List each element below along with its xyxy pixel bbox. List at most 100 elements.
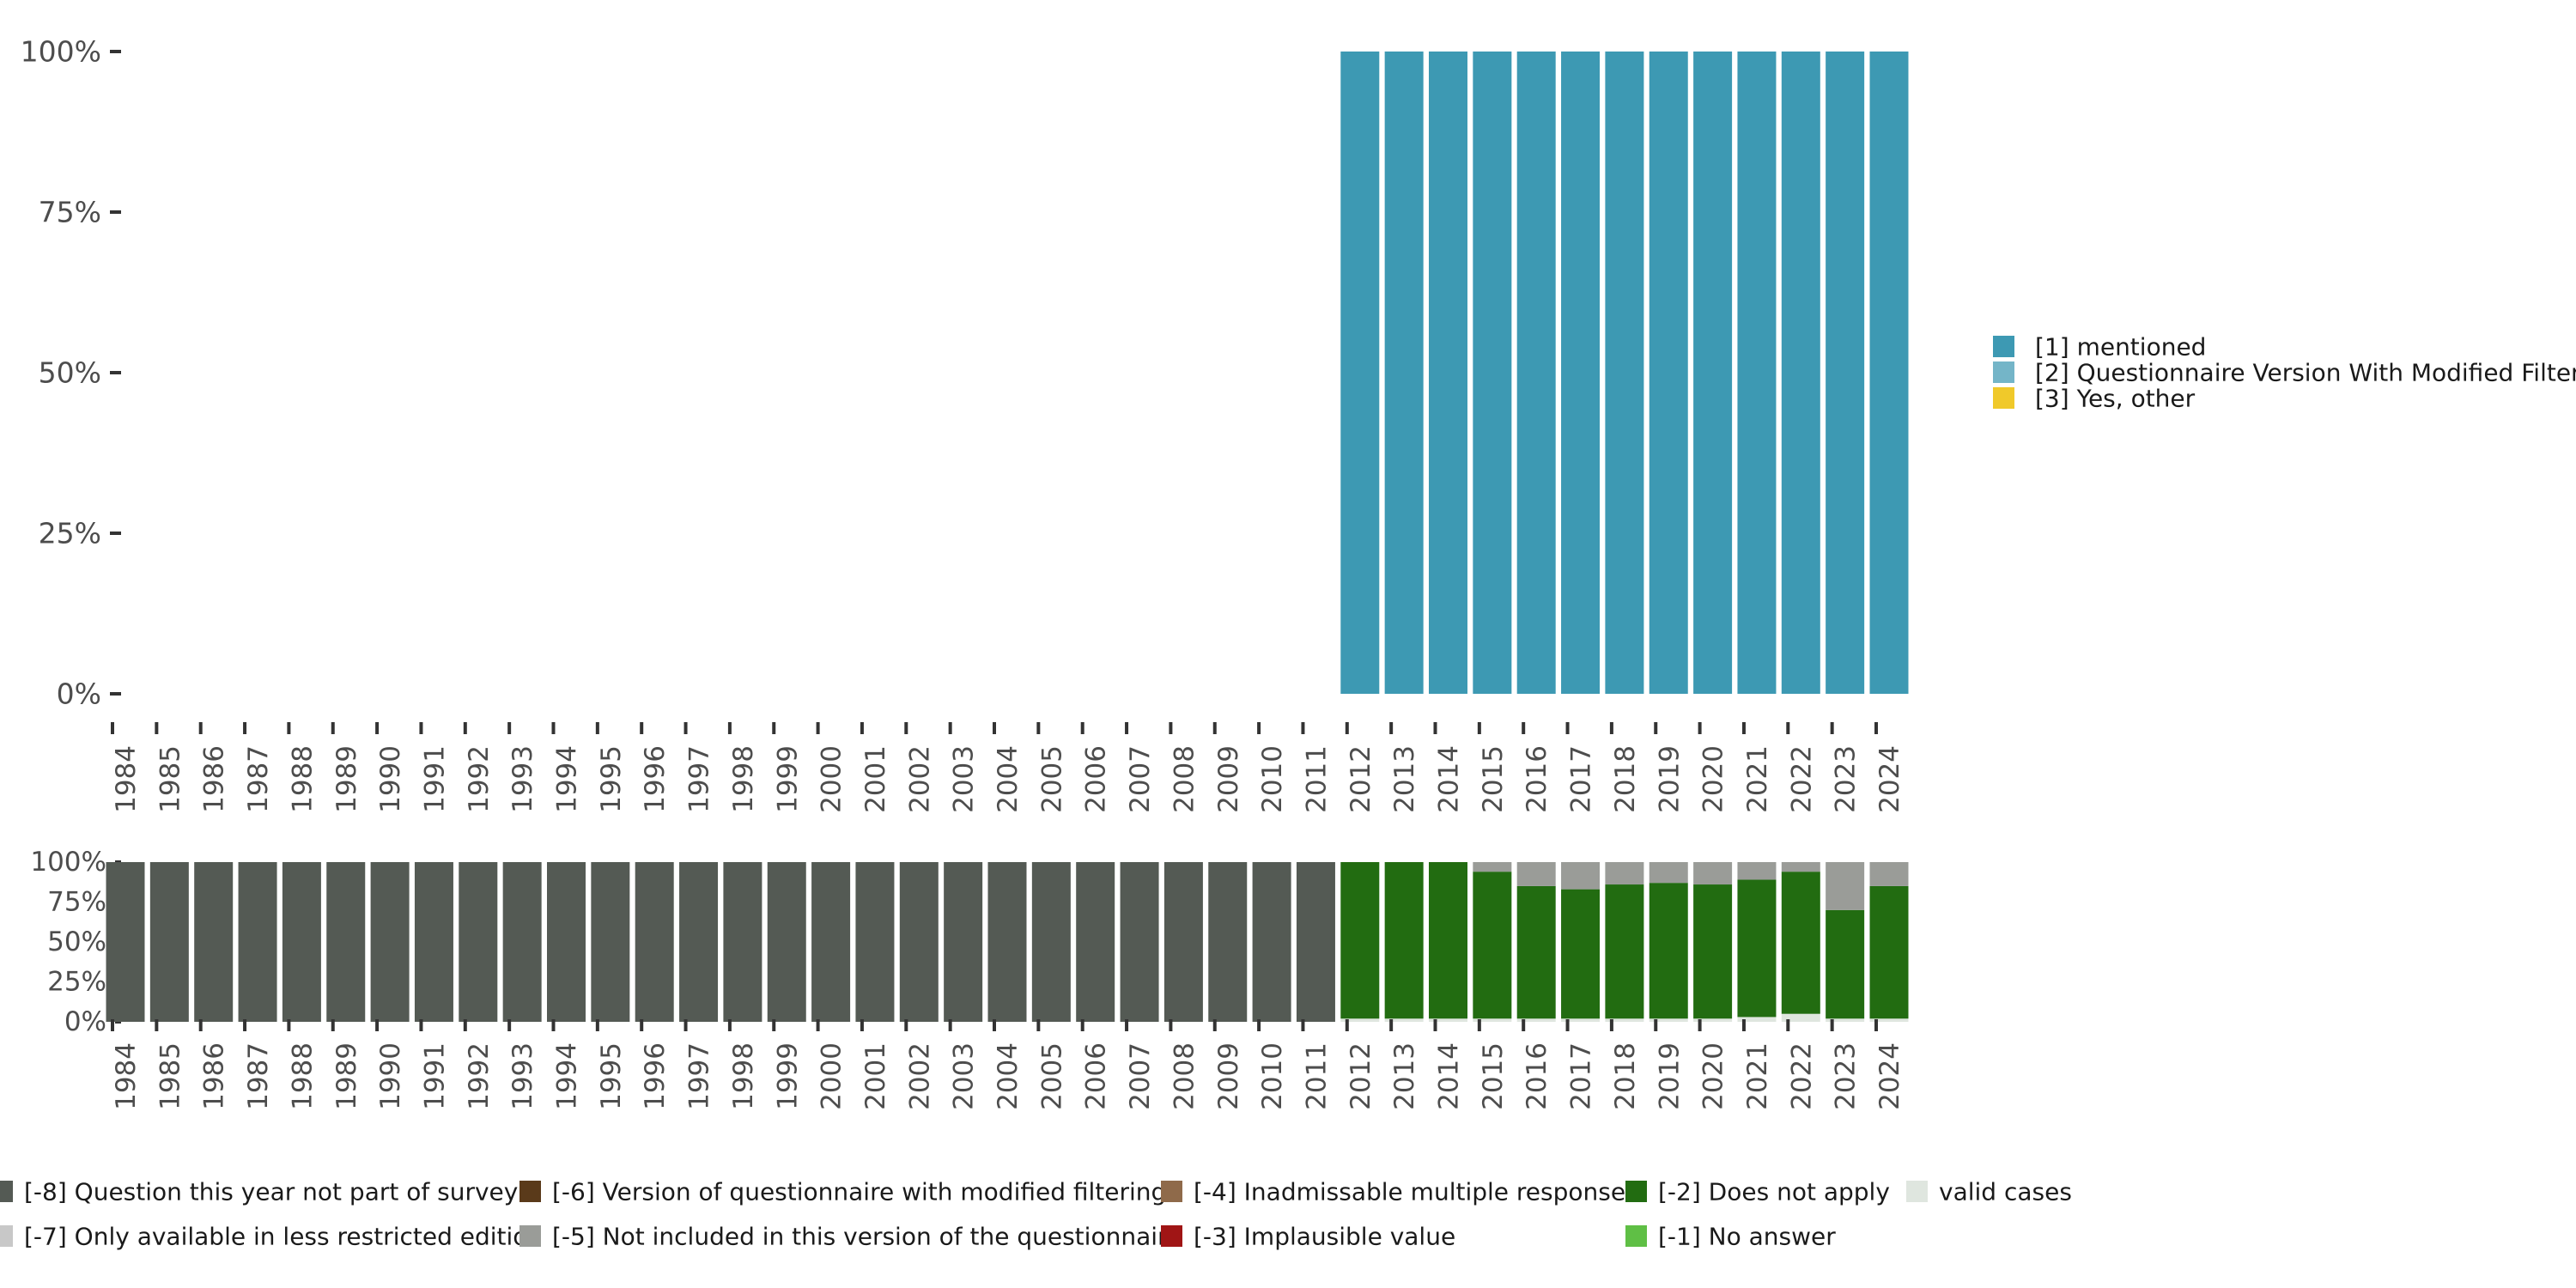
x-tick-label-p0: 2001 <box>860 745 891 813</box>
legend-label-bottom-1-0: [-7] Only available in less restricted e… <box>24 1223 543 1251</box>
x-tick-label-p1: 1999 <box>772 1042 803 1110</box>
bar-p1-2023 <box>1826 909 1865 1019</box>
x-tick-label-p1: 1984 <box>111 1042 142 1110</box>
bar-p0-2012 <box>1340 52 1380 694</box>
x-tick-label-p1: 2012 <box>1346 1042 1376 1110</box>
x-tick-label-p0: 1996 <box>640 745 671 813</box>
bar-p1-1993 <box>502 862 542 1022</box>
x-tick-label-p0: 2018 <box>1610 745 1641 813</box>
x-tick-label-p0: 1998 <box>728 745 759 813</box>
bar-p1-2022 <box>1781 862 1820 872</box>
bar-p1-2014 <box>1429 1018 1467 1022</box>
x-tick-label-p0: 1986 <box>199 745 230 813</box>
x-tick-label-p1: 1994 <box>552 1042 583 1110</box>
bar-p0-2018 <box>1605 52 1644 694</box>
x-tick-label-p0: 2014 <box>1434 745 1465 813</box>
x-tick-label-p0: 2015 <box>1478 745 1509 813</box>
y-tick-label-p1: 100% <box>30 847 106 878</box>
legend-swatch-bottom-0-2 <box>1161 1181 1182 1202</box>
x-tick-label-p0: 1985 <box>155 745 185 813</box>
x-tick-label-p0: 2022 <box>1786 745 1817 813</box>
x-tick-label-p1: 1995 <box>596 1042 627 1110</box>
bar-p1-2024 <box>1869 885 1909 1019</box>
bar-p1-2005 <box>1031 862 1071 1022</box>
x-tick-label-p0: 1995 <box>596 745 627 813</box>
legend-label-top-1: [2] Questionnaire Version With Modified … <box>2035 359 2576 387</box>
bar-p1-2019 <box>1649 1018 1688 1022</box>
legend-label-bottom-0-3: [-2] Does not apply <box>1658 1178 1890 1206</box>
x-tick-label-p0: 1988 <box>287 745 318 813</box>
x-tick-label-p0: 2003 <box>949 745 980 813</box>
bar-p1-2003 <box>944 862 983 1022</box>
bar-p1-1990 <box>370 862 410 1022</box>
bar-p1-1989 <box>326 862 366 1022</box>
x-tick-label-p1: 2021 <box>1742 1042 1773 1110</box>
bar-p1-2020 <box>1693 884 1733 1019</box>
x-tick-label-p1: 2011 <box>1301 1042 1332 1110</box>
legend-swatch-bottom-1-2 <box>1161 1225 1182 1247</box>
x-tick-label-p0: 1994 <box>552 745 583 813</box>
bar-p1-2018 <box>1605 884 1644 1019</box>
bar-p1-2013 <box>1384 862 1424 1019</box>
y-tick-label-p0: 50% <box>39 356 101 390</box>
bar-p0-2022 <box>1781 52 1820 694</box>
bar-p1-1994 <box>547 862 586 1022</box>
x-tick-label-p1: 1998 <box>728 1042 759 1110</box>
x-tick-label-p0: 2009 <box>1213 745 1244 813</box>
bar-p1-2008 <box>1163 862 1203 1022</box>
x-tick-label-p1: 2015 <box>1478 1042 1509 1110</box>
x-tick-label-p0: 1990 <box>375 745 406 813</box>
x-tick-label-p1: 2018 <box>1610 1042 1641 1110</box>
bar-p1-2015 <box>1473 1018 1512 1022</box>
legend-swatch-bottom-1-0 <box>0 1225 13 1247</box>
bar-p0-2019 <box>1649 52 1688 694</box>
x-tick-label-p1: 2019 <box>1654 1042 1685 1110</box>
y-tick-label-p0: 0% <box>57 677 101 711</box>
y-tick-label-p1: 25% <box>47 967 106 998</box>
x-tick-label-p1: 1986 <box>199 1042 230 1110</box>
x-tick-label-p0: 1987 <box>243 745 274 813</box>
x-tick-label-p0: 2002 <box>904 745 935 813</box>
bar-p1-2024 <box>1869 1018 1909 1022</box>
legend-swatch-bottom-1-1 <box>519 1225 541 1247</box>
bar-p1-2017 <box>1561 1018 1601 1022</box>
x-tick-label-p1: 2014 <box>1434 1042 1465 1110</box>
x-tick-label-p1: 2008 <box>1169 1042 1200 1110</box>
bar-p1-2009 <box>1208 862 1248 1022</box>
x-tick-label-p0: 1989 <box>331 745 362 813</box>
bar-p0-2024 <box>1869 52 1909 694</box>
bar-p1-1987 <box>238 862 277 1022</box>
legend-swatch-bottom-1-3 <box>1625 1225 1647 1247</box>
legend-swatch-bottom-0-1 <box>519 1181 541 1202</box>
x-tick-label-p1: 1988 <box>287 1042 318 1110</box>
x-tick-label-p1: 1990 <box>375 1042 406 1110</box>
y-tick-label-p0: 25% <box>39 517 101 550</box>
x-tick-label-p0: 2008 <box>1169 745 1200 813</box>
x-tick-label-p0: 2012 <box>1346 745 1376 813</box>
legend-swatch-bottom-0-3 <box>1625 1181 1647 1202</box>
x-tick-label-p1: 2013 <box>1389 1042 1420 1110</box>
bar-p0-2014 <box>1429 52 1467 694</box>
bar-p1-2019 <box>1649 883 1688 1019</box>
bar-p1-2015 <box>1473 872 1512 1019</box>
legend-swatch-top-1 <box>1993 361 2014 383</box>
x-tick-label-p0: 2005 <box>1036 745 1067 813</box>
x-tick-label-p1: 1989 <box>331 1042 362 1110</box>
bar-p1-1997 <box>679 862 719 1022</box>
x-tick-label-p0: 2004 <box>993 745 1024 813</box>
bar-p0-2013 <box>1384 52 1424 694</box>
x-tick-label-p0: 1997 <box>684 745 715 813</box>
bar-p1-2012 <box>1340 862 1380 1019</box>
bar-p0-2020 <box>1693 52 1733 694</box>
x-tick-label-p0: 2021 <box>1742 745 1773 813</box>
legend-swatch-bottom-0-0 <box>0 1181 13 1202</box>
x-tick-label-p1: 2001 <box>860 1042 891 1110</box>
bar-p1-2023 <box>1826 862 1865 910</box>
bar-p1-2016 <box>1516 862 1556 886</box>
legend-label-bottom-0-0: [-8] Question this year not part of surv… <box>24 1178 518 1206</box>
bar-p1-1996 <box>635 862 674 1022</box>
x-tick-label-p1: 1996 <box>640 1042 671 1110</box>
x-tick-label-p0: 1993 <box>507 745 538 813</box>
bar-p1-2007 <box>1120 862 1159 1022</box>
